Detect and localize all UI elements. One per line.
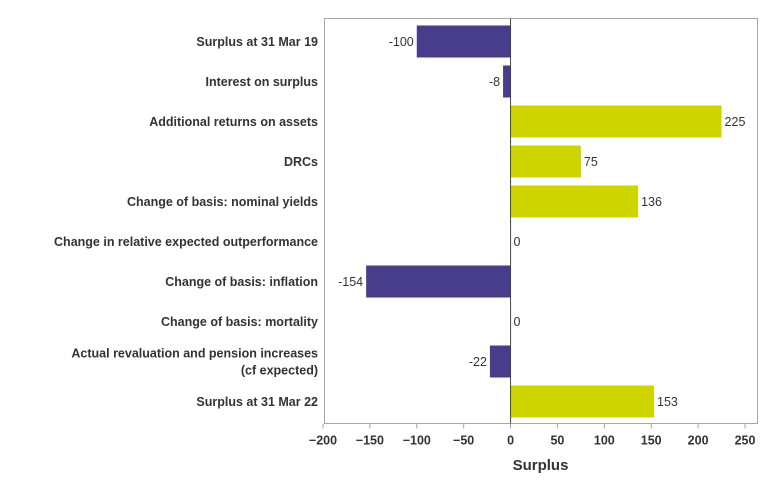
data-label-1: -8 — [489, 75, 500, 89]
data-labels: -100 -8 225 75 136 0 -154 0 -22 153 — [338, 35, 745, 409]
x-tick-label-0: −200 — [309, 434, 337, 448]
x-tick-label-6: 100 — [594, 434, 615, 448]
category-label-8-line-0: Actual revaluation and pension increases — [71, 347, 318, 361]
category-label-0: Surplus at 31 Mar 19 — [196, 35, 318, 49]
x-axis-ticks: −200 −150 −100 −50 0 50 100 150 200 250 — [309, 423, 756, 448]
data-label-2: 225 — [725, 115, 746, 129]
bar-6 — [366, 265, 511, 298]
data-label-6: -154 — [338, 275, 363, 289]
category-label-1: Interest on surplus — [205, 75, 318, 89]
bar-4 — [510, 185, 639, 218]
category-label-5: Change in relative expected outperforman… — [54, 235, 318, 249]
bar-8 — [489, 345, 511, 378]
category-label-2: Additional returns on assets — [149, 115, 318, 129]
data-label-3: 75 — [584, 155, 598, 169]
plot-area — [324, 18, 758, 424]
bar-1 — [503, 65, 511, 98]
category-labels: Surplus at 31 Mar 19 Interest on surplus A… — [54, 35, 318, 409]
data-label-4: 136 — [641, 195, 662, 209]
bar-0 — [416, 25, 511, 58]
x-tick-label-9: 250 — [735, 434, 756, 448]
bar-3 — [510, 145, 581, 178]
x-tick-label-7: 150 — [641, 434, 662, 448]
category-label-8-line-1: (cf expected) — [241, 364, 318, 378]
data-label-0: -100 — [389, 35, 414, 49]
category-label-4: Change of basis: nominal yields — [127, 195, 318, 209]
x-tick-label-1: −150 — [356, 434, 384, 448]
x-tick-label-8: 200 — [688, 434, 709, 448]
category-label-7: Change of basis: mortality — [161, 315, 318, 329]
x-tick-label-4: 0 — [507, 434, 514, 448]
data-label-9: 153 — [657, 395, 678, 409]
x-tick-label-3: −50 — [453, 434, 474, 448]
category-label-9: Surplus at 31 Mar 22 — [196, 395, 318, 409]
bar-9 — [510, 385, 655, 418]
x-tick-label-2: −100 — [403, 434, 431, 448]
bar-2 — [510, 105, 722, 138]
bars-layer — [366, 25, 722, 418]
data-label-7: 0 — [514, 315, 521, 329]
x-tick-label-5: 50 — [550, 434, 564, 448]
category-label-6: Change of basis: inflation — [165, 275, 318, 289]
data-label-5: 0 — [514, 235, 521, 249]
x-axis-title: Surplus — [513, 457, 569, 474]
data-label-8: -22 — [469, 355, 487, 369]
category-label-3: DRCs — [284, 155, 318, 169]
